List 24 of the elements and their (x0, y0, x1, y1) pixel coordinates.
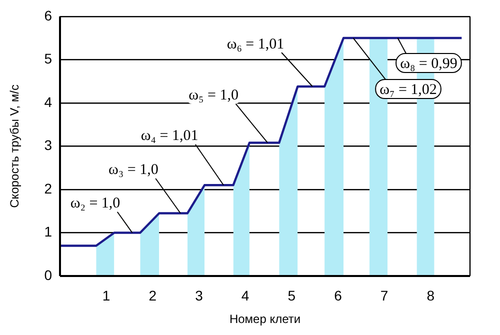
x-tick-label: 6 (334, 287, 342, 304)
annotation: ω₅ = 1,0 (188, 88, 238, 104)
annotation: ω₂ = 1,0 (70, 196, 120, 212)
y-tick-label: 3 (44, 137, 52, 154)
y-axis-title: Скорость трубы V, м/с (8, 84, 22, 208)
x-tick-label: 5 (288, 287, 296, 304)
x-tick-label: 7 (380, 287, 388, 304)
annotation: ω₃ = 1,0 (108, 162, 158, 178)
annotation: ω₆ = 1,01 (226, 36, 284, 52)
y-tick-label: 4 (44, 94, 52, 110)
y-tick-label: 2 (44, 180, 52, 196)
x-axis-title: Номер клети (229, 312, 301, 326)
annotation: ω₄ = 1,01 (140, 128, 198, 144)
annotation: ω₈ = 0,99 (400, 56, 458, 72)
y-tick-label: 5 (44, 50, 52, 67)
annotation: ω₇ = 1,02 (380, 82, 437, 98)
y-tick-label: 6 (44, 7, 52, 24)
x-tick-label: 1 (102, 287, 110, 304)
y-tick-label: 1 (44, 224, 52, 240)
x-tick-label: 2 (148, 287, 157, 304)
x-tick-label: 4 (241, 287, 250, 304)
x-tick-label: 8 (426, 287, 435, 304)
y-tick-label: 0 (44, 266, 52, 283)
x-tick-label: 3 (195, 287, 204, 304)
